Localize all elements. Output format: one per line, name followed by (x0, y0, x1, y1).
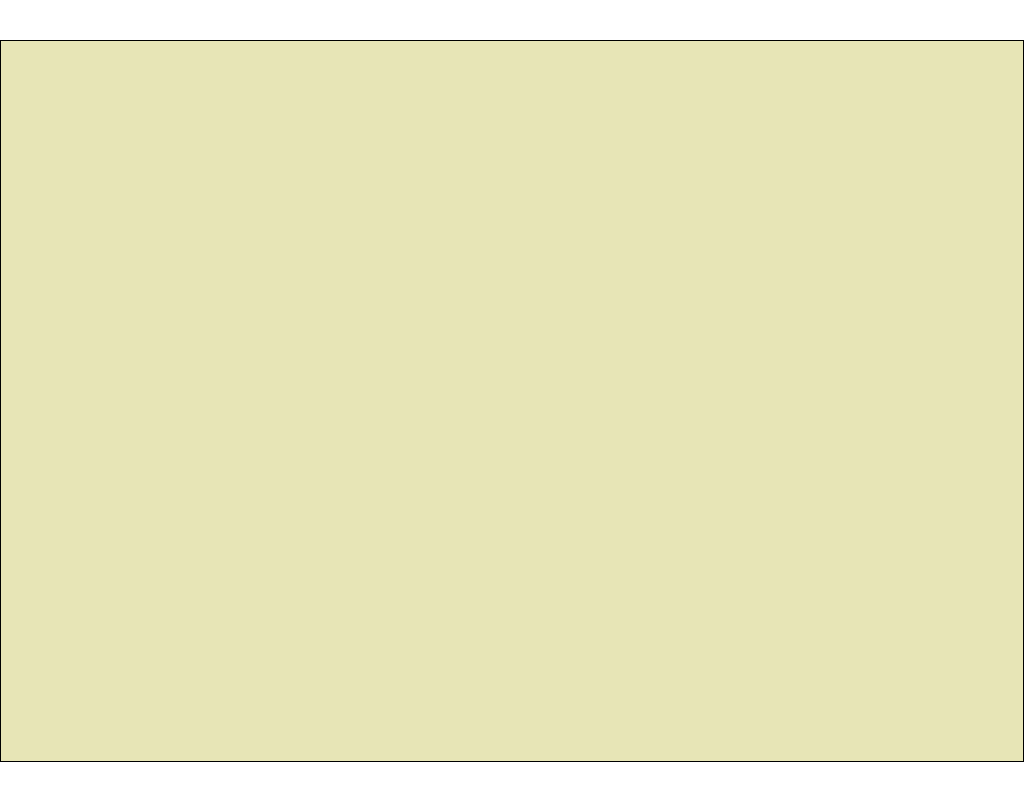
map-canvas (0, 40, 1024, 762)
weather-map-svg (1, 41, 1024, 763)
temperature-colorbar (0, 762, 1024, 791)
